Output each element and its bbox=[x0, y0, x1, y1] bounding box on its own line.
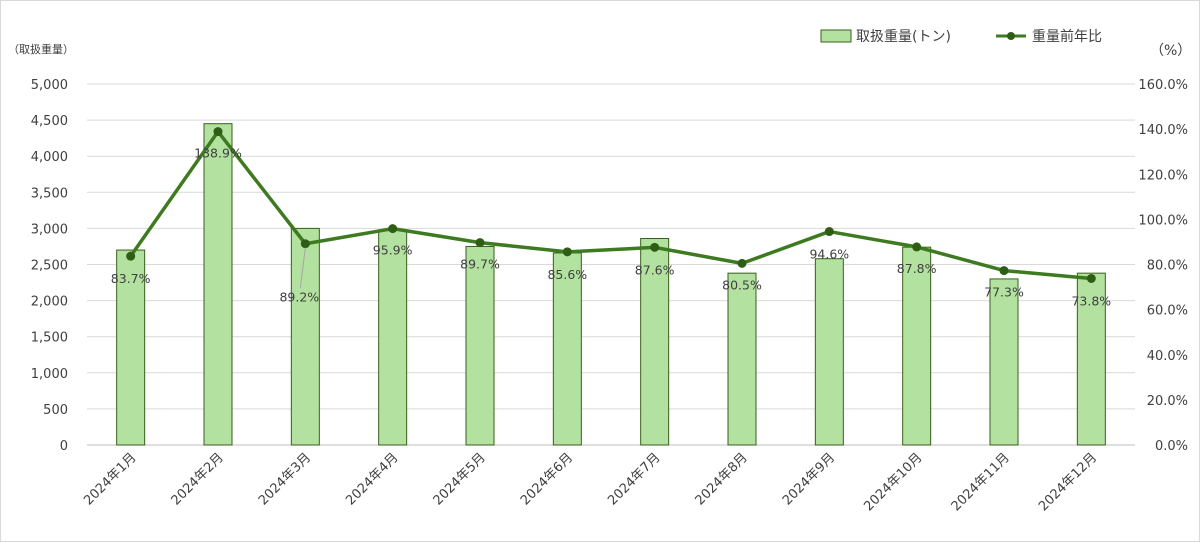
line-data-label: 89.7% bbox=[460, 257, 500, 272]
line-data-label: 87.6% bbox=[635, 262, 675, 277]
left-y-tick-label: 0 bbox=[60, 439, 68, 454]
line-point bbox=[650, 242, 660, 252]
bar bbox=[465, 245, 495, 446]
line-data-label: 94.6% bbox=[809, 247, 849, 262]
left-y-tick-label: 1,000 bbox=[31, 367, 68, 382]
bar bbox=[1076, 272, 1106, 446]
legend-line-label: 重量前年比 bbox=[1032, 28, 1102, 45]
right-y-tick-label: 140.0% bbox=[1138, 123, 1188, 138]
line-point bbox=[824, 227, 834, 237]
left-y-tick-label: 4,000 bbox=[31, 150, 68, 165]
line-series-path bbox=[129, 129, 1092, 281]
data-labels: 83.7% 138.9% 89.2% 95.9% 89.7% 85.6% 87.6% 80.5… bbox=[111, 146, 1111, 309]
bar bbox=[116, 249, 146, 446]
right-y-tick-label: 160.0% bbox=[1138, 78, 1188, 93]
right-axis-unit-label: （%） bbox=[1150, 43, 1191, 59]
left-y-tick-label: 3,000 bbox=[31, 222, 68, 237]
left-y-tick-label: 500 bbox=[43, 403, 68, 418]
left-y-tick-label: 2,500 bbox=[31, 259, 68, 274]
legend-line-marker bbox=[1007, 32, 1015, 40]
legend-bar-swatch bbox=[820, 29, 852, 43]
left-y-tick-label: 5,000 bbox=[31, 78, 68, 93]
right-y-tick-label: 40.0% bbox=[1147, 349, 1188, 364]
left-axis-unit-label: （取扱重量） bbox=[8, 42, 74, 56]
line-point bbox=[737, 258, 747, 268]
bar bbox=[640, 238, 670, 446]
bar bbox=[203, 123, 233, 446]
line-data-label: 83.7% bbox=[111, 271, 151, 286]
left-y-tick-label: 3,500 bbox=[31, 186, 68, 201]
bar bbox=[989, 278, 1019, 446]
bar bbox=[902, 246, 932, 446]
line-point bbox=[999, 266, 1009, 276]
bar bbox=[814, 258, 844, 446]
left-y-tick-label: 1,500 bbox=[31, 331, 68, 346]
left-y-tick-label: 2,000 bbox=[31, 295, 68, 310]
right-y-tick-label: 60.0% bbox=[1147, 304, 1188, 319]
line-point bbox=[300, 239, 310, 249]
line-series bbox=[126, 127, 1096, 283]
right-y-tick-label: 0.0% bbox=[1155, 439, 1188, 454]
bar bbox=[378, 229, 408, 446]
line-data-label: 73.8% bbox=[1071, 293, 1111, 308]
line-point bbox=[388, 224, 398, 234]
line-data-label: 87.8% bbox=[897, 261, 937, 276]
line-point bbox=[562, 247, 572, 257]
line-data-label: 85.6% bbox=[547, 267, 587, 282]
left-y-tick-label: 4,500 bbox=[31, 114, 68, 129]
line-data-label: 80.5% bbox=[722, 277, 762, 292]
bar-series bbox=[116, 123, 1106, 446]
line-data-label: 95.9% bbox=[373, 243, 413, 258]
line-point bbox=[475, 238, 485, 248]
bar bbox=[290, 227, 320, 446]
right-y-tick-label: 100.0% bbox=[1138, 213, 1188, 228]
right-y-tick-label: 80.0% bbox=[1147, 259, 1188, 274]
line-data-label: 89.2% bbox=[279, 290, 319, 305]
line-data-label: 77.3% bbox=[984, 285, 1024, 300]
legend: 取扱重量(トン) 重量前年比 bbox=[820, 28, 1102, 45]
line-point bbox=[1086, 273, 1096, 283]
right-y-tick-label: 120.0% bbox=[1138, 168, 1188, 183]
line-point bbox=[912, 242, 922, 252]
line-point bbox=[126, 251, 136, 261]
bar bbox=[727, 272, 757, 446]
line-point bbox=[213, 127, 223, 137]
right-y-tick-label: 20.0% bbox=[1147, 394, 1188, 409]
gridlines bbox=[87, 83, 1135, 446]
line-data-label: 138.9% bbox=[194, 146, 242, 161]
data-label-leader-line bbox=[299, 247, 306, 288]
legend-bar-label: 取扱重量(トン) bbox=[856, 29, 951, 45]
